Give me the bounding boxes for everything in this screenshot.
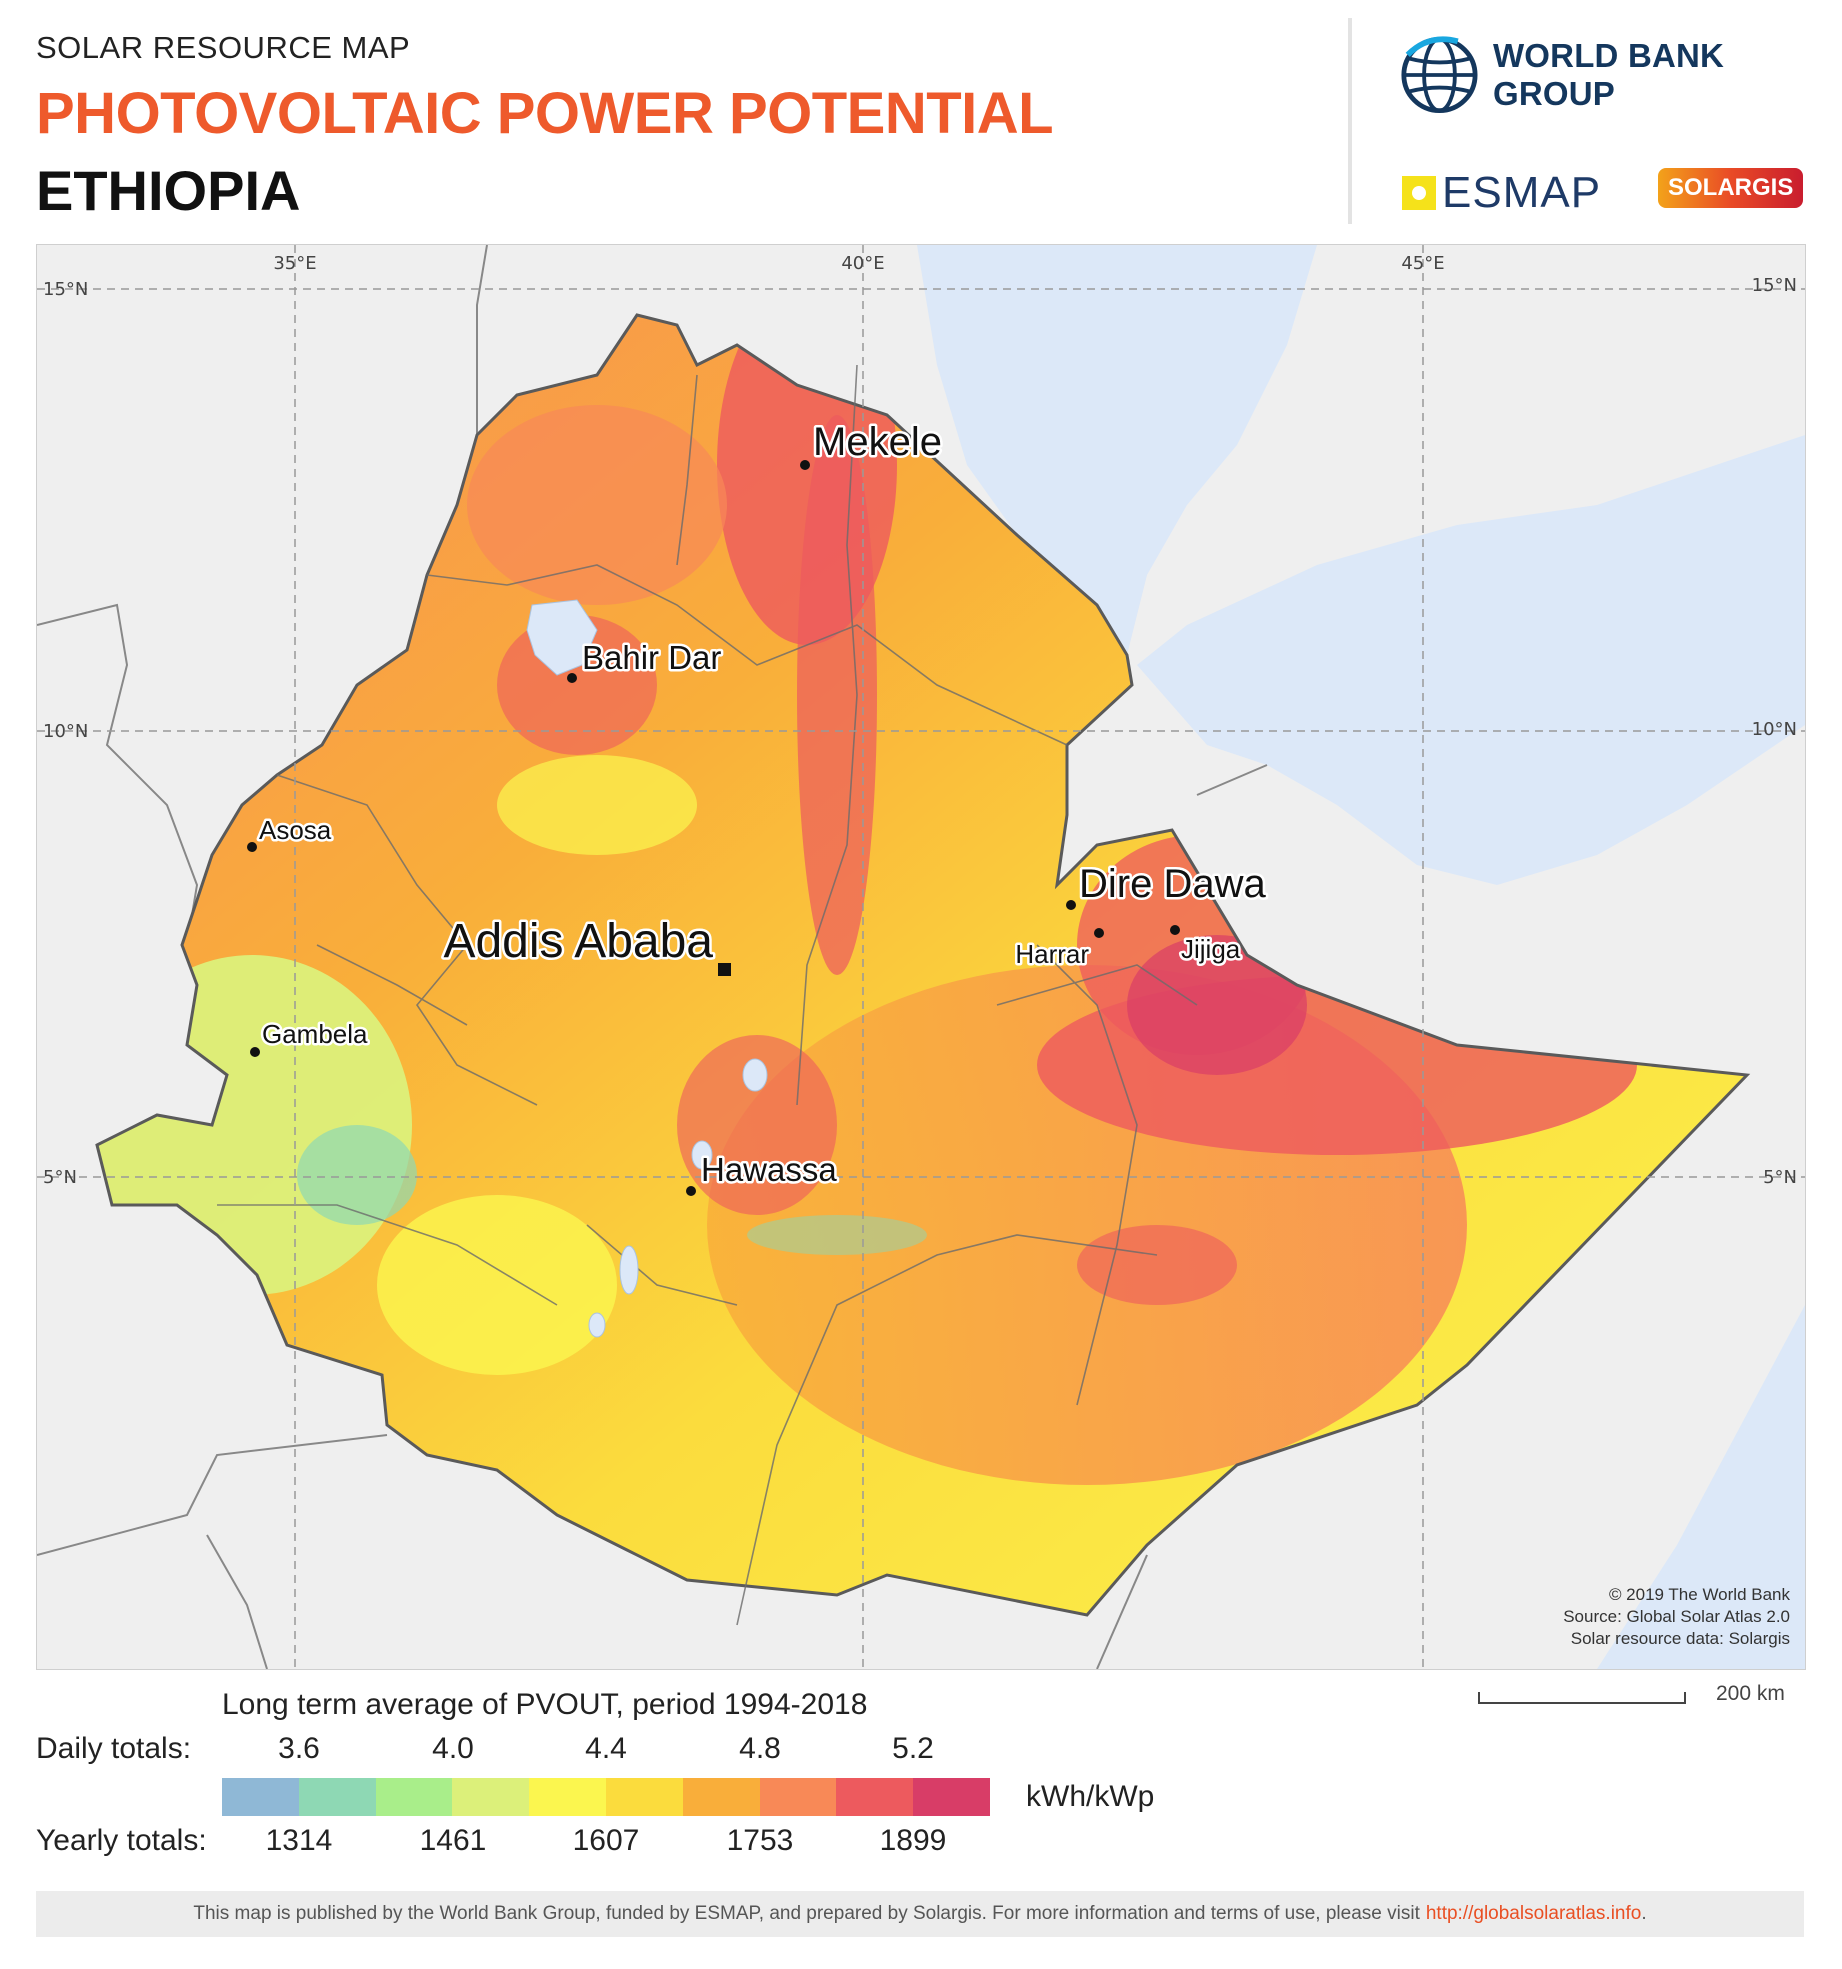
city-marker xyxy=(1170,925,1180,935)
city-label-harrar: Harrar xyxy=(1015,939,1089,969)
solar-map: 35°E 40°E 45°E 15°N 10°N 5°N 15°N 10°N 5… xyxy=(36,244,1806,1670)
daily-totals-label: Daily totals: xyxy=(36,1732,192,1765)
city-marker xyxy=(1094,928,1104,938)
neighbour-borders xyxy=(37,245,1268,1669)
ramp-swatch-6 xyxy=(682,1778,760,1816)
header-divider xyxy=(1348,18,1352,224)
ramp-swatch-8 xyxy=(836,1778,914,1816)
yearly-tick: 1461 xyxy=(419,1824,487,1857)
ramp-swatch-7 xyxy=(759,1778,837,1816)
lon-label: 45°E xyxy=(1401,253,1444,274)
city-marker xyxy=(800,460,810,470)
city-label-bahir-dar: Bahir Dar xyxy=(582,639,721,676)
daily-tick: 4.8 xyxy=(739,1732,781,1765)
city-marker xyxy=(567,673,577,683)
color-ramp xyxy=(222,1778,990,1816)
graticule xyxy=(37,245,1805,1669)
ramp-swatch-0 xyxy=(222,1778,299,1816)
world-bank-wordmark: WORLD BANK GROUP xyxy=(1492,37,1725,112)
atlas-link[interactable]: http://globalsolaratlas.info xyxy=(1425,1903,1642,1924)
capital-marker xyxy=(718,963,731,976)
lat-label: 15°N xyxy=(1752,275,1797,296)
footer-text: This map is published by the World Bank … xyxy=(193,1903,1420,1924)
lat-label: 10°N xyxy=(1752,719,1797,740)
yearly-tick: 1607 xyxy=(572,1824,640,1857)
lat-label: 15°N xyxy=(43,279,88,300)
graticule-labels: 35°E 40°E 45°E 15°N 10°N 5°N 15°N 10°N 5… xyxy=(43,253,1797,1188)
globe-icon xyxy=(1401,36,1478,114)
lat-label: 5°N xyxy=(1763,1167,1797,1188)
world-bank-logo: WORLD BANK GROUP xyxy=(1400,34,1842,116)
ramp-swatch-3 xyxy=(452,1778,530,1816)
yearly-tick: 1899 xyxy=(879,1824,947,1857)
daily-tick: 3.6 xyxy=(278,1732,320,1765)
credit-line: Solar resource data: Solargis xyxy=(1570,1629,1790,1648)
city-label-hawassa: Hawassa xyxy=(701,1151,837,1188)
city-marker xyxy=(247,842,257,852)
lake-hawassa xyxy=(691,1140,713,1170)
red-sea xyxy=(917,245,1317,655)
city-marker xyxy=(1066,900,1076,910)
lake-abaya xyxy=(619,1245,639,1295)
lat-label: 5°N xyxy=(43,1167,77,1188)
map-title: PHOTOVOLTAIC POWER POTENTIAL xyxy=(36,81,1054,146)
cities: Mekele Bahir Dar Asosa Dire Dawa Harrar … xyxy=(247,418,1269,1196)
city-label-gambela: Gambela xyxy=(262,1019,368,1049)
ramp-swatch-9 xyxy=(913,1778,990,1816)
daily-tick: 4.0 xyxy=(432,1732,474,1765)
map-kicker: SOLAR RESOURCE MAP xyxy=(36,30,411,65)
city-label-dire-dawa: Dire Dawa xyxy=(1079,862,1266,906)
solargis-logo: SOLARGIS xyxy=(1658,168,1804,208)
lake-tana xyxy=(526,599,598,676)
lon-label: 35°E xyxy=(273,253,316,274)
city-label-asosa: Asosa xyxy=(259,815,332,845)
sun-icon xyxy=(1402,176,1436,210)
yearly-totals-label: Yearly totals: xyxy=(36,1824,207,1857)
map-credits: © 2019 The World Bank Source: Global Sol… xyxy=(1563,1584,1790,1650)
ramp-swatch-4 xyxy=(529,1778,606,1816)
yearly-tick: 1753 xyxy=(726,1824,794,1857)
city-marker xyxy=(250,1047,260,1057)
ramp-swatch-2 xyxy=(375,1778,453,1816)
scale-label: 200 km xyxy=(1716,1682,1785,1705)
legend-unit: kWh/kWp xyxy=(1026,1780,1155,1813)
legend-title: Long term average of PVOUT, period 1994-… xyxy=(222,1688,868,1721)
city-label-addis-ababa: Addis Ababa xyxy=(443,915,713,968)
yearly-tick: 1314 xyxy=(265,1824,333,1857)
city-marker xyxy=(686,1186,696,1196)
lake-chamo xyxy=(588,1312,606,1338)
region-borders xyxy=(217,364,1198,1626)
lakes xyxy=(526,599,768,1338)
footer-bar: This map is published by the World Bank … xyxy=(36,1891,1804,1937)
footer-suffix: . xyxy=(1641,1903,1647,1924)
daily-tick: 5.2 xyxy=(892,1732,934,1765)
country-name: ETHIOPIA xyxy=(36,159,301,222)
credit-line: Source: Global Solar Atlas 2.0 xyxy=(1563,1607,1790,1626)
lat-label: 10°N xyxy=(43,721,88,742)
ramp-swatch-1 xyxy=(298,1778,376,1816)
daily-tick: 4.4 xyxy=(585,1732,627,1765)
gulf-of-aden xyxy=(1137,435,1805,885)
map-canvas: 35°E 40°E 45°E 15°N 10°N 5°N 15°N 10°N 5… xyxy=(37,245,1805,1669)
city-label-mekele: Mekele xyxy=(813,420,942,464)
scale-bar xyxy=(1478,1692,1686,1704)
esmap-wordmark: ESMAP xyxy=(1442,168,1602,217)
lon-label: 40°E xyxy=(841,253,884,274)
ramp-swatch-5 xyxy=(605,1778,683,1816)
city-label-jijiga: Jijiga xyxy=(1181,934,1241,964)
credit-line: © 2019 The World Bank xyxy=(1608,1585,1790,1604)
lake-ziway xyxy=(742,1058,768,1092)
indian-ocean xyxy=(1597,1305,1805,1669)
esmap-logo: ESMAP xyxy=(1402,168,1601,218)
